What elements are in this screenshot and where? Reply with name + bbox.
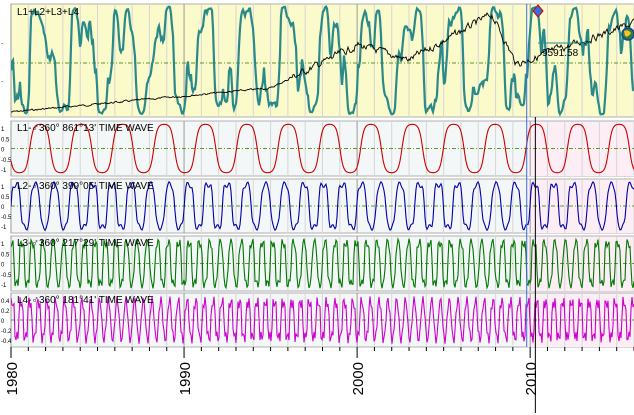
y-tick-label: -1 — [1, 283, 7, 289]
l1-title: L1-♂360° 861°13' TIME WAVE — [17, 123, 154, 134]
y-tick-label: 0.4 — [1, 299, 10, 305]
l4-title: L4-♂360° 181°41' TIME WAVE — [17, 295, 154, 306]
y-tick-label: -0.2 — [1, 329, 12, 335]
price-line — [11, 12, 634, 113]
composite-title: L1+L2+L3+L4 — [17, 7, 79, 18]
y-tick-label: 1 — [1, 127, 5, 133]
y-tick-label: -0.5 — [1, 215, 12, 221]
x-tick-label: 1980 — [4, 362, 21, 395]
y-tick-label: -0.5 — [1, 158, 12, 164]
y-tick-label: 0 — [1, 205, 5, 211]
composite-tick-upper: . — [1, 37, 3, 46]
x-tick-label: 2010 — [523, 362, 540, 395]
price-label: 9591.58 — [542, 48, 579, 59]
x-tick-label: 2000 — [350, 362, 367, 395]
globe-icon-land — [624, 30, 631, 37]
y-tick-label: 0 — [1, 148, 5, 154]
y-tick-label: 1 — [1, 242, 5, 248]
y-tick-label: 0.2 — [1, 309, 10, 315]
y-tick-label: 0 — [1, 263, 5, 269]
composite-tick-lower: . — [1, 75, 3, 84]
y-tick-label: -0.5 — [1, 273, 12, 279]
y-tick-label: -0.4 — [1, 339, 12, 345]
y-tick-label: -1 — [1, 168, 7, 174]
composite-wave-line — [11, 4, 634, 117]
y-tick-label: 0.5 — [1, 252, 10, 258]
y-tick-label: 1 — [1, 185, 5, 191]
y-tick-label: 0.5 — [1, 137, 10, 143]
wave-line-l3 — [11, 236, 634, 290]
wave-line-l4 — [11, 296, 634, 344]
l3-title: L3-♂360° 217°29' TIME WAVE — [17, 238, 154, 249]
y-tick-label: 0.5 — [1, 195, 10, 201]
wave-line-l2 — [11, 180, 634, 232]
x-tick-label: 1990 — [177, 362, 194, 395]
y-tick-label: 0 — [1, 319, 5, 325]
l2-title: L2-♂360° 399°05' TIME WAVE — [17, 181, 154, 192]
y-tick-label: -1 — [1, 225, 7, 231]
cursor-marker-icon[interactable] — [532, 4, 544, 18]
wave-line-l1 — [11, 123, 634, 174]
